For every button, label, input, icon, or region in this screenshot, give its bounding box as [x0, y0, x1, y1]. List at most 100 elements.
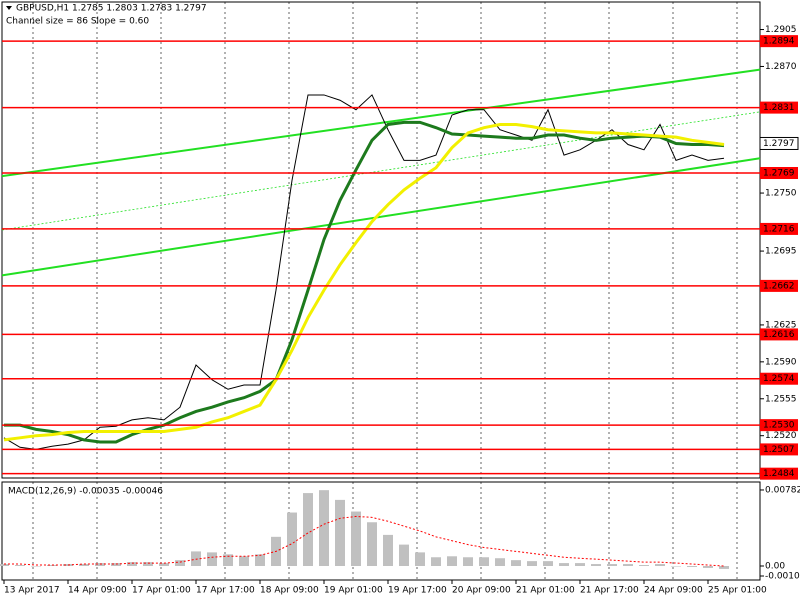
price-line	[3, 94, 725, 450]
macd-bar	[303, 493, 313, 566]
level-label: 1.2484	[763, 469, 795, 479]
price-line	[4, 120, 725, 444]
level-label: 1.2716	[763, 224, 795, 234]
macd-bar	[415, 552, 425, 566]
macd-title: MACD(12,26,9) -0.00035 -0.00046	[8, 487, 163, 497]
y-tick-label: 1.2870	[765, 62, 797, 72]
x-tick-label: 17 Apr 17:00	[196, 586, 255, 596]
channel-line	[1, 157, 761, 277]
main-frame	[1, 1, 761, 479]
macd-bar	[383, 534, 393, 566]
level-label: 1.2530	[763, 421, 795, 431]
y-tick-label: 1.2555	[765, 394, 797, 404]
level-label: 1.2831	[763, 103, 795, 113]
y-tick-label: 0.00	[765, 562, 785, 572]
channel-line	[1, 68, 761, 178]
x-tick-label: 25 Apr 01:00	[708, 586, 767, 596]
level-label-box	[760, 467, 798, 480]
level-label-box	[760, 222, 798, 235]
macd-bar	[655, 564, 665, 566]
level-label-box	[760, 372, 798, 385]
level-label-box	[760, 35, 798, 48]
y-tick-label: -0.00103	[765, 572, 800, 582]
macd-bar	[239, 556, 249, 566]
macd-bar	[143, 562, 153, 566]
macd-bar	[559, 563, 569, 566]
macd-bar	[687, 566, 697, 567]
level-label: 1.2574	[763, 374, 795, 384]
macd-bar	[543, 561, 553, 566]
macd-bar	[607, 564, 617, 566]
x-tick-label: 17 Apr 01:00	[132, 586, 191, 596]
macd-bar	[255, 554, 265, 566]
y-tick-label: 0.00782	[765, 485, 800, 495]
macd-bar	[0, 564, 9, 566]
macd-bar	[527, 561, 537, 566]
macd-bar	[447, 556, 457, 566]
level-label-box	[760, 279, 798, 292]
level-label: 1.2769	[763, 169, 795, 179]
macd-bar	[399, 544, 409, 566]
y-tick-label: 1.2905	[765, 25, 797, 35]
macd-bar	[719, 566, 729, 569]
y-tick-label: 1.2695	[765, 247, 797, 257]
price-line	[3, 122, 725, 442]
y-tick-label: 1.2625	[765, 320, 797, 330]
level-label: 1.2616	[763, 330, 795, 340]
title-icon	[6, 6, 12, 10]
macd-bar	[207, 552, 217, 566]
x-tick-label: 18 Apr 09:00	[260, 586, 319, 596]
level-label-box	[760, 101, 798, 114]
macd-bar	[31, 566, 41, 567]
macd-bar	[79, 564, 89, 566]
macd-bar	[287, 512, 297, 566]
y-tick-label: 1.2590	[765, 357, 797, 367]
macd-bar	[511, 560, 521, 566]
macd-bar	[223, 554, 233, 566]
x-tick-label: 19 Apr 01:00	[324, 586, 383, 596]
signal-line	[4, 515, 725, 567]
level-label: 1.2662	[763, 281, 795, 291]
level-label-box	[760, 443, 798, 456]
macd-bar	[15, 565, 25, 566]
macd-bar	[463, 557, 473, 566]
macd-bar	[159, 563, 169, 566]
macd-bar	[495, 558, 505, 566]
y-tick-label: 1.2750	[765, 189, 797, 199]
macd-bar	[351, 511, 361, 566]
macd-frame	[1, 481, 761, 581]
level-label-box	[760, 167, 798, 180]
x-tick-label: 14 Apr 09:00	[68, 586, 127, 596]
macd-bar	[623, 564, 633, 566]
current-price-label: 1.2797	[763, 139, 795, 149]
macd-bar	[671, 566, 681, 567]
x-tick-label: 21 Apr 17:00	[580, 586, 639, 596]
chart-subtitle: Channel size = 86 Slope = 0.60	[6, 17, 149, 27]
macd-bar	[591, 564, 601, 566]
macd-bar	[335, 499, 345, 566]
macd-bar	[127, 562, 137, 566]
macd-bar	[431, 557, 441, 566]
macd-bar	[175, 560, 185, 566]
level-label-box	[760, 328, 798, 341]
macd-bar	[575, 563, 585, 566]
macd-bar	[319, 490, 329, 566]
x-tick-label: 13 Apr 2017	[4, 586, 60, 596]
macd-bar	[639, 565, 649, 566]
level-label: 1.2507	[763, 445, 795, 455]
x-tick-label: 19 Apr 17:00	[388, 586, 447, 596]
y-tick-label: 1.2520	[765, 431, 797, 441]
x-tick-label: 21 Apr 01:00	[516, 586, 575, 596]
macd-bar	[479, 557, 489, 566]
x-tick-label: 24 Apr 09:00	[644, 586, 703, 596]
chart-title: GBPUSD,H1 1.2785 1.2803 1.2783 1.2797	[16, 4, 207, 14]
level-label: 1.2894	[763, 37, 795, 47]
macd-bar	[367, 522, 377, 566]
x-tick-label: 20 Apr 09:00	[452, 586, 511, 596]
macd-bar	[703, 566, 713, 568]
current-price-box	[759, 136, 799, 150]
level-label-box	[760, 419, 798, 432]
